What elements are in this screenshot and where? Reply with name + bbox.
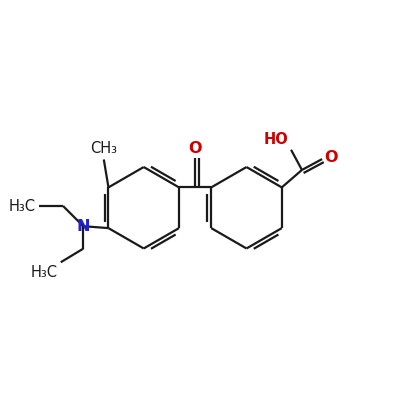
Text: H₃C: H₃C <box>31 264 58 280</box>
Text: N: N <box>76 219 90 234</box>
Text: O: O <box>188 140 202 156</box>
Text: CH₃: CH₃ <box>90 141 117 156</box>
Text: H₃C: H₃C <box>9 198 36 214</box>
Text: HO: HO <box>264 132 289 148</box>
Text: O: O <box>324 150 338 165</box>
